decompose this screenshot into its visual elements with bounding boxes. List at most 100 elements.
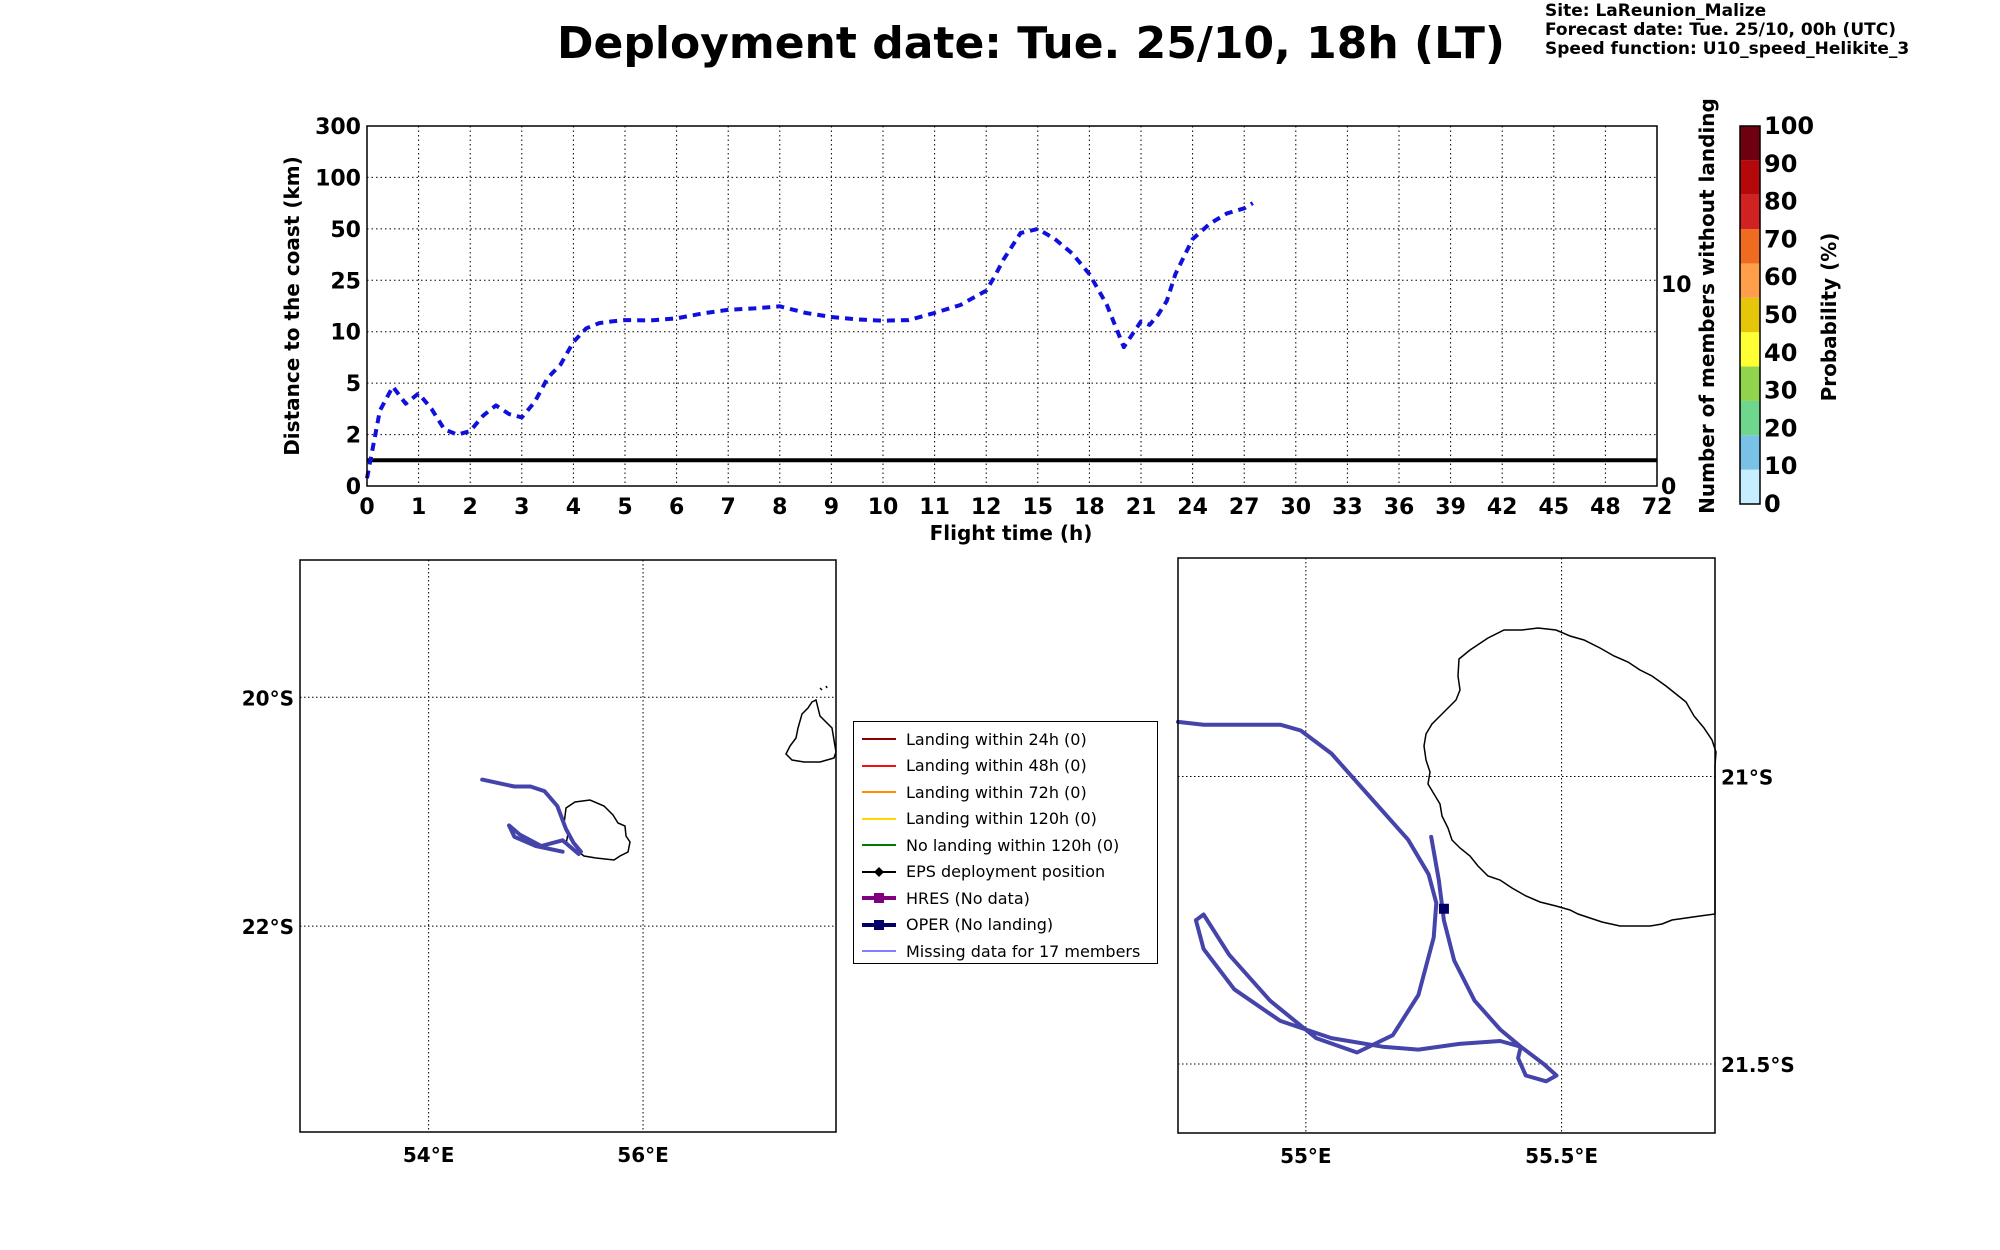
y-tick-label: 5 — [346, 372, 361, 397]
map-lon-label: 55°E — [1280, 1144, 1332, 1168]
legend-item: EPS deployment position — [862, 859, 1149, 886]
x-tick-label: 72 — [1642, 495, 1673, 520]
meta-info: Site: LaReunion_Malize Forecast date: Tu… — [1545, 2, 1909, 59]
y-axis-label: Distance to the coast (km) — [280, 156, 304, 456]
x-tick-label: 36 — [1384, 495, 1415, 520]
colorbar-segment — [1740, 229, 1760, 264]
x-tick-label: 1 — [411, 495, 426, 520]
distance-series-layer — [365, 201, 1254, 479]
x-tick-label: 11 — [919, 495, 950, 520]
legend-swatch — [862, 738, 896, 741]
x-tick-label: 10 — [868, 495, 899, 520]
legend-swatch — [862, 919, 896, 930]
legend-item: No landing within 120h (0) — [862, 832, 1149, 859]
y2-tick-label: 10 — [1661, 273, 1692, 298]
y-tick-label: 25 — [330, 269, 361, 294]
legend-label: Landing within 24h (0) — [906, 729, 1087, 749]
colorbar-segment — [1740, 160, 1760, 195]
legend-item: Landing within 72h (0) — [862, 779, 1149, 806]
x-tick-label: 0 — [359, 495, 374, 520]
x-tick-label: 42 — [1487, 495, 1518, 520]
colorbar-segment — [1740, 366, 1760, 401]
x-tick-label: 18 — [1074, 495, 1105, 520]
legend-swatch — [862, 866, 896, 877]
colorbar-segment — [1740, 332, 1760, 367]
x-tick-label: 48 — [1590, 495, 1621, 520]
map-lon-label: 56°E — [617, 1143, 669, 1167]
legend-label: No landing within 120h (0) — [906, 835, 1120, 855]
map-lat-label: 22°S — [242, 915, 294, 939]
legend-label: Landing within 72h (0) — [906, 782, 1087, 802]
legend-label: HRES (No data) — [906, 888, 1030, 908]
x-tick-label: 21 — [1126, 495, 1157, 520]
zoom-map: 55°E 55.5°E 21°S 21.5°S — [1176, 557, 1795, 1168]
site-label: Site: LaReunion_Malize — [1545, 1, 1767, 21]
colorbar-tick-label: 70 — [1764, 225, 1797, 253]
y2-tick-label: 0 — [1661, 475, 1676, 500]
colorbar-tick-label: 20 — [1764, 414, 1797, 442]
colorbar-tick-label: 30 — [1764, 377, 1797, 405]
colorbar-segment — [1740, 263, 1760, 298]
distance-chart-grid — [367, 126, 1657, 486]
y2-tick-labels: 0 10 — [1661, 273, 1692, 500]
figure-title: Deployment date: Tue. 25/10, 18h (LT) — [557, 18, 1505, 69]
map-lon-label: 55.5°E — [1525, 1144, 1598, 1168]
y-tick-label: 100 — [315, 166, 361, 191]
legend-swatch — [862, 791, 896, 794]
trajectory-line — [1176, 719, 1559, 1084]
y2-axis-label: Number of members without landing — [1695, 98, 1719, 514]
colorbar-tick-label: 40 — [1764, 339, 1797, 367]
colorbar-label: Probability (%) — [1817, 233, 1841, 402]
x-tick-label: 30 — [1280, 495, 1311, 520]
legend-label: Landing within 120h (0) — [906, 809, 1097, 829]
legend-item: OPER (No landing) — [862, 912, 1149, 939]
coastline — [785, 698, 837, 763]
colorbar-tick-label: 90 — [1764, 150, 1797, 178]
colorbar-segment — [1740, 435, 1760, 470]
x-tick-label: 33 — [1332, 495, 1363, 520]
map-lat-label: 21.5°S — [1721, 1053, 1795, 1077]
legend-label: Missing data for 17 members — [906, 941, 1141, 961]
y-tick-label: 300 — [315, 115, 361, 140]
y-tick-label: 2 — [346, 424, 361, 449]
x-tick-label: 9 — [824, 495, 839, 520]
colorbar-tick-label: 10 — [1764, 452, 1797, 480]
x-tick-label: 7 — [721, 495, 736, 520]
speed-label: Speed function: U10_speed_Helikite_3 — [1545, 39, 1910, 59]
legend-swatch — [862, 764, 896, 767]
oper-deployment-marker — [1438, 903, 1449, 914]
x-tick-label: 39 — [1435, 495, 1466, 520]
distance-series-line — [365, 201, 1254, 479]
y-tick-label: 0 — [346, 475, 361, 500]
y-tick-label: 50 — [330, 218, 361, 243]
legend-swatch — [862, 844, 896, 847]
x-axis-label: Flight time (h) — [930, 521, 1093, 545]
distance-chart-frame — [366, 125, 1658, 487]
map-lon-label: 54°E — [403, 1143, 455, 1167]
colorbar-tick-label: 100 — [1764, 112, 1814, 140]
legend-swatch — [862, 893, 896, 904]
legend-item: Missing data for 17 members — [862, 938, 1149, 965]
legend-item: Landing within 120h (0) — [862, 806, 1149, 833]
x-tick-label: 45 — [1538, 495, 1569, 520]
colorbar-segment — [1740, 297, 1760, 333]
map-lat-label: 20°S — [242, 686, 294, 710]
map-legend: Landing within 24h (0) Landing within 48h… — [853, 721, 1158, 964]
colorbar-tick-label: 60 — [1764, 263, 1797, 291]
legend-swatch — [862, 950, 896, 952]
regional-map: 54°E 56°E 20°S 22°S — [242, 559, 837, 1167]
x-tick-label: 27 — [1229, 495, 1260, 520]
x-tick-label: 2 — [463, 495, 478, 520]
colorbar-segment — [1740, 126, 1760, 161]
legend-item: HRES (No data) — [862, 885, 1149, 912]
colorbar-segment — [1740, 400, 1760, 436]
legend-item: Landing within 24h (0) — [862, 726, 1149, 753]
x-tick-label: 12 — [971, 495, 1002, 520]
coastline — [819, 685, 828, 691]
y-tick-label: 10 — [330, 321, 361, 346]
trajectory-line — [480, 777, 583, 856]
colorbar-segment — [1740, 194, 1760, 230]
forecast-label: Forecast date: Tue. 25/10, 00h (UTC) — [1545, 20, 1896, 40]
